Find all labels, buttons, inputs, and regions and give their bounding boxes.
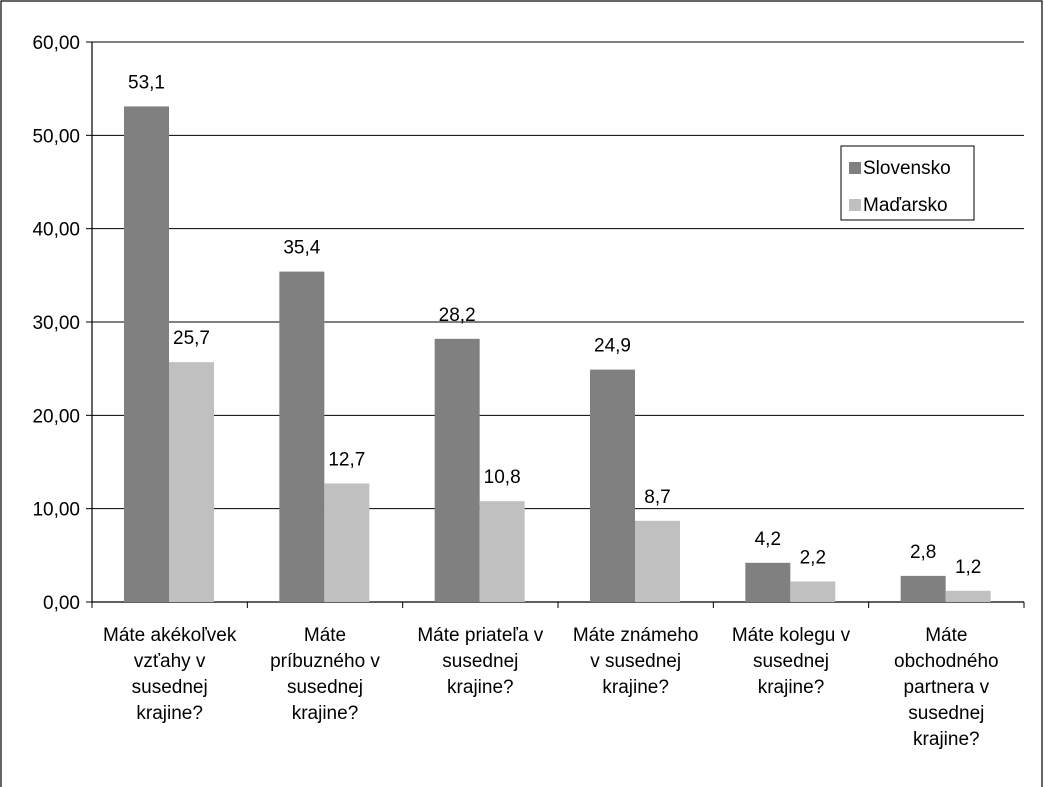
x-tick-label: partnera v [904, 677, 990, 698]
bar-slovensko [590, 369, 635, 602]
y-tick-label: 0,00 [43, 593, 80, 614]
y-tick-label: 60,00 [32, 33, 80, 54]
y-tick-label: 50,00 [32, 126, 80, 147]
x-tick-label: Máte [925, 625, 967, 646]
y-tick-label: 20,00 [32, 406, 80, 427]
x-tick-label: Máte [304, 625, 346, 646]
gridlines [92, 41, 1024, 510]
axes: 0,00 10,00 20,00 30,00 40,00 50,00 60,00 [32, 33, 1025, 614]
x-tick-label: susednej [132, 677, 208, 698]
bar-slovensko [279, 271, 325, 602]
legend-swatch [849, 162, 861, 174]
bar-slovensko [434, 338, 480, 602]
x-tick-label: susednej [442, 651, 518, 672]
x-tick-label: Máte známeho [573, 625, 699, 646]
data-label: 2,2 [800, 547, 826, 568]
bar-madarsko [945, 590, 991, 602]
bar-madarsko [790, 581, 836, 602]
y-tick-label: 10,00 [32, 500, 80, 521]
x-tick-label: obchodného [894, 651, 999, 672]
x-tick-label: krajine? [758, 677, 825, 698]
x-tick-label: krajine? [447, 677, 514, 698]
bar-slovensko [124, 106, 169, 603]
data-label: 25,7 [173, 328, 210, 349]
legend: Slovensko Maďarsko [840, 145, 975, 221]
data-labels: 53,1 35,4 28,2 24,9 4,2 2,8 25,7 12,7 10,8 8,7 2,2… [128, 72, 981, 577]
legend-label: Slovensko [863, 158, 951, 179]
data-label: 8,7 [644, 487, 670, 508]
x-tick-label: susednej [908, 703, 984, 724]
x-tick-label: vzťahy v [134, 651, 206, 672]
x-tick-label: krajine? [602, 677, 669, 698]
legend-box [840, 145, 975, 221]
bar-madarsko [169, 362, 214, 602]
y-tick-label: 30,00 [32, 313, 80, 334]
bar-madarsko [479, 501, 525, 602]
data-label: 1,2 [955, 557, 981, 578]
data-label: 12,7 [328, 449, 365, 470]
x-tick-label: krajine? [136, 703, 203, 724]
bar-madarsko [324, 483, 370, 602]
legend-label: Maďarsko [863, 195, 948, 216]
x-tick-label: Máte kolegu v [732, 625, 851, 646]
bar-slovensko [745, 562, 791, 602]
bars [124, 106, 991, 603]
data-label: 53,1 [128, 72, 165, 93]
category-labels: Máte akékoľvek vzťahy v susednej krajine? Má… [103, 625, 999, 750]
data-label: 10,8 [484, 467, 521, 488]
x-tick-label: v susednej [590, 651, 681, 672]
data-label: 24,9 [594, 336, 631, 357]
x-tick-label: susednej [287, 677, 363, 698]
y-tick-label: 40,00 [32, 220, 80, 241]
x-tick-label: Máte priateľa v [417, 625, 543, 646]
x-tick-label: Máte akékoľvek [103, 625, 237, 646]
x-tick-label: susednej [753, 651, 829, 672]
legend-swatch [849, 199, 861, 211]
data-label: 35,4 [283, 238, 320, 259]
x-tick-label: krajine? [913, 729, 980, 750]
data-label: 28,2 [439, 305, 476, 326]
x-tick-label: príbuzného v [270, 651, 380, 672]
data-label: 2,8 [910, 542, 936, 563]
x-tick-label: krajine? [292, 703, 359, 724]
data-label: 4,2 [755, 529, 781, 550]
bar-slovensko [900, 575, 946, 602]
bar-madarsko [635, 520, 680, 602]
